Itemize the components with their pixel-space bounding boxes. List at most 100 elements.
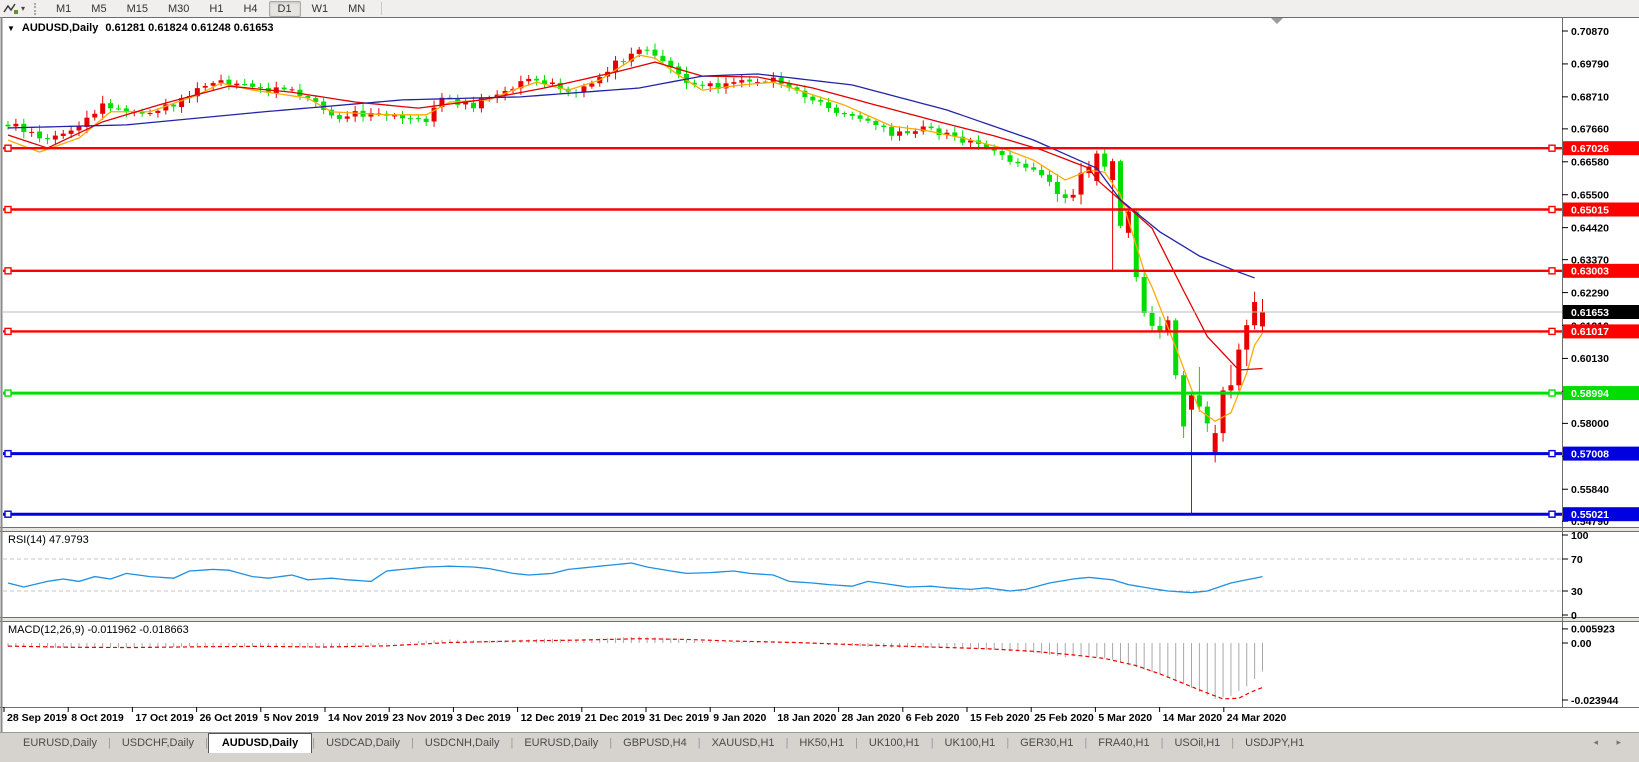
price-tick-label: 0.60130 <box>1571 353 1609 365</box>
line-handle[interactable] <box>4 327 12 336</box>
candle-body <box>29 131 35 133</box>
tab-divider: | <box>1160 737 1164 749</box>
chevron-down-icon[interactable]: ▾ <box>21 4 26 13</box>
timeframe-button-h4[interactable]: H4 <box>243 2 258 15</box>
candle-body <box>818 100 824 102</box>
rsi-indicator-label: RSI(14) 47.9793 <box>8 534 89 546</box>
price-tick-label: 0.67660 <box>1571 124 1609 136</box>
timeframe-button-m5[interactable]: M5 <box>91 2 107 15</box>
date-tick-label: 12 Dec 2019 <box>521 712 581 724</box>
price-badge <box>1563 202 1639 217</box>
timeframe-button-h1[interactable]: H1 <box>209 2 224 15</box>
macd-tick-label: -0.023944 <box>1571 695 1618 707</box>
line-handle[interactable] <box>1548 205 1556 214</box>
chart-tab-uk100-h1[interactable]: UK100,H1 <box>868 737 920 749</box>
candle-body <box>936 128 942 135</box>
line-handle[interactable] <box>1548 389 1556 397</box>
tab-divider: | <box>1231 737 1235 749</box>
rsi-tick-label: 100 <box>1571 530 1589 542</box>
macd-signal-line <box>7 638 1263 700</box>
candle-body <box>873 120 879 126</box>
pane-splitter[interactable] <box>0 617 1639 621</box>
candle-body <box>1046 174 1052 182</box>
tab-scroll-arrows[interactable]: ◂ ▸ <box>1593 737 1629 747</box>
chart-tab-usdcad-daily[interactable]: USDCAD,Daily <box>326 737 401 749</box>
current-price-badge <box>1563 305 1639 319</box>
candle-body <box>786 83 792 88</box>
candle-body <box>123 108 129 113</box>
line-handle[interactable] <box>4 267 12 275</box>
date-tick-label: 21 Dec 2019 <box>585 712 645 724</box>
candle-body <box>589 83 595 87</box>
chart-tab-xauusd-h1[interactable]: XAUUSD,H1 <box>711 737 775 749</box>
candle-body <box>1260 312 1266 327</box>
line-handle[interactable] <box>4 144 12 152</box>
candle-body <box>1244 325 1250 350</box>
candle-body <box>999 150 1005 155</box>
chart-tab-ger30-h1[interactable]: GER30,H1 <box>1020 737 1074 749</box>
timeframe-button-w1[interactable]: W1 <box>311 2 329 15</box>
timeframe-button-m1[interactable]: M1 <box>56 2 72 15</box>
line-handle[interactable] <box>4 449 12 458</box>
chart-tab-usdjpy-h1[interactable]: USDJPY,H1 <box>1245 737 1305 749</box>
candle-body <box>1110 161 1116 181</box>
candle-body <box>644 49 650 51</box>
chart-tab-gbpusd-h4[interactable]: GBPUSD,H4 <box>623 737 687 749</box>
timeframe-button-mn[interactable]: MN <box>348 2 366 15</box>
line-handle[interactable] <box>1548 144 1556 152</box>
chart-shift-marker-icon[interactable] <box>1271 18 1283 24</box>
chart-tab-usdchf-daily[interactable]: USDCHF,Daily <box>121 737 194 749</box>
chart-tab-usdcnh-daily[interactable]: USDCNH,Daily <box>424 737 500 749</box>
chart-menu-icon[interactable]: ▼ <box>7 23 15 33</box>
pane-splitter[interactable] <box>0 527 1639 531</box>
date-tick-label: 23 Nov 2019 <box>392 712 453 724</box>
timeframe-button-m15[interactable]: M15 <box>126 2 148 15</box>
price-tick-label: 0.63370 <box>1571 254 1609 266</box>
candle-body <box>139 111 145 114</box>
line-handle[interactable] <box>1548 510 1556 518</box>
candle-body <box>1078 172 1084 195</box>
chart-tab-audusd-daily[interactable]: AUDUSD,Daily <box>207 733 313 753</box>
date-tick-label: 28 Jan 2020 <box>842 712 901 724</box>
timeframe-button-d1[interactable]: D1 <box>268 0 301 17</box>
price-badge <box>1563 507 1639 522</box>
candle-body <box>210 83 216 86</box>
chart-tools-icon[interactable]: ▾ <box>3 3 25 15</box>
chart-tab-fra40-h1[interactable]: FRA40,H1 <box>1098 737 1150 749</box>
line-handle[interactable] <box>1548 327 1556 336</box>
candle-body <box>115 108 121 110</box>
candle-body <box>747 79 753 82</box>
toolbar-grip[interactable] <box>34 2 41 15</box>
candle-body <box>897 131 903 136</box>
timeframe-button-m30[interactable]: M30 <box>167 2 190 15</box>
line-handle[interactable] <box>4 510 12 518</box>
candle-body <box>778 77 784 84</box>
candle-body <box>368 112 374 117</box>
candle-body <box>1070 194 1076 198</box>
chart-tab-usoil-h1[interactable]: USOil,H1 <box>1174 737 1221 749</box>
chart-tab-eurusd-daily[interactable]: EURUSD,Daily <box>524 737 599 749</box>
candle-body <box>802 90 808 98</box>
candle-body <box>84 117 90 127</box>
chart-tab-hk50-h1[interactable]: HK50,H1 <box>799 737 845 749</box>
line-handle[interactable] <box>4 389 12 397</box>
candle-body <box>1007 155 1013 162</box>
candle-body <box>1149 313 1155 326</box>
candle-body <box>163 104 169 111</box>
candle-body <box>218 80 224 83</box>
price-tick-label: 0.58000 <box>1571 418 1609 430</box>
chart-canvas[interactable]: 0.70870 0.69790 0.68710 0.67660 0.66580 0.655… <box>0 17 1639 732</box>
candle-body <box>1189 395 1194 410</box>
candle-body <box>352 111 358 117</box>
candle-body <box>920 126 926 132</box>
candle-body <box>439 97 445 108</box>
candle-body <box>652 49 658 56</box>
candle-body <box>1015 161 1021 164</box>
candle-body <box>833 107 839 113</box>
line-handle[interactable] <box>1548 267 1556 275</box>
candle-body <box>739 80 745 83</box>
chart-tab-uk100-h1[interactable]: UK100,H1 <box>944 737 996 749</box>
chart-tab-eurusd-daily[interactable]: EURUSD,Daily <box>23 737 97 749</box>
line-handle[interactable] <box>1548 449 1556 458</box>
line-handle[interactable] <box>4 205 12 214</box>
